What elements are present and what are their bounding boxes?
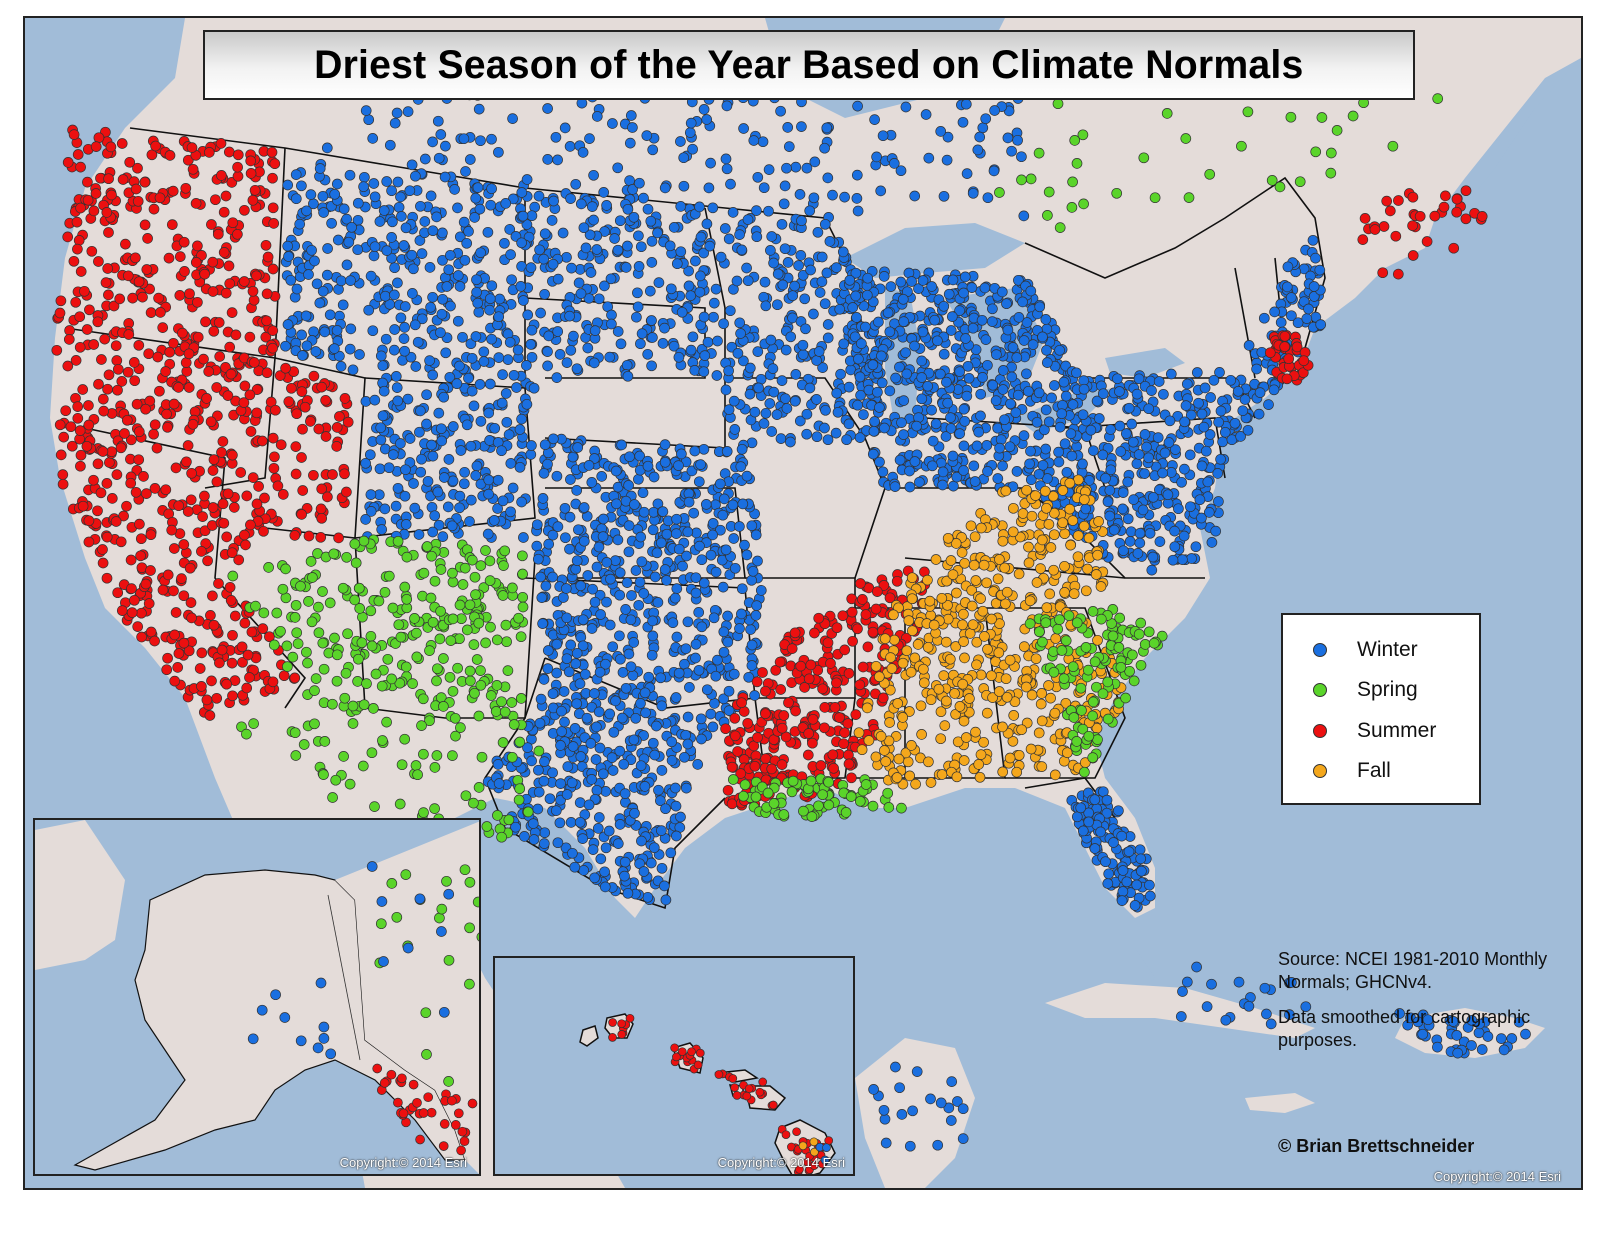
legend-item-spring: Spring bbox=[1313, 675, 1418, 705]
cuba bbox=[1045, 983, 1315, 1038]
station-dots-alaska bbox=[247, 861, 479, 1156]
alaska-inset: Copyright:© 2014 Esri bbox=[33, 818, 481, 1176]
hawaii-inset: Copyright:© 2014 Esri bbox=[493, 956, 855, 1176]
station-dots-main bbox=[51, 71, 1531, 1152]
alaska-map bbox=[35, 820, 479, 1174]
legend-item-summer: Summer bbox=[1313, 716, 1436, 746]
jamaica bbox=[1245, 1093, 1315, 1113]
author-credit: © Brian Brettschneider bbox=[1278, 1136, 1475, 1156]
spring-dot-icon bbox=[1313, 683, 1327, 697]
alaska-canada-border bbox=[327, 894, 361, 1061]
title-box: Driest Season of the Year Based on Clima… bbox=[203, 30, 1415, 100]
legend-item-fall: Fall bbox=[1313, 756, 1391, 786]
copyright-alaska: Copyright:© 2014 Esri bbox=[339, 1155, 467, 1170]
summer-dot-icon bbox=[1313, 724, 1327, 738]
legend-label: Winter bbox=[1357, 638, 1418, 661]
island-niihau bbox=[579, 1025, 599, 1047]
atlantic-ocean bbox=[925, 58, 1581, 1188]
fall-dot-icon bbox=[1313, 764, 1327, 778]
legend: Winter Spring Summer Fall bbox=[1281, 613, 1481, 805]
legend-label: Fall bbox=[1357, 759, 1391, 782]
lake-superior bbox=[845, 223, 1025, 278]
legend-label: Summer bbox=[1357, 719, 1437, 742]
map-frame: Driest Season of the Year Based on Clima… bbox=[23, 16, 1583, 1190]
legend-label: Spring bbox=[1357, 678, 1418, 701]
legend-item-winter: Winter bbox=[1313, 635, 1418, 665]
winter-dot-icon bbox=[1313, 643, 1327, 657]
source-note: Source: NCEI 1981-2010 Monthly Normals; … bbox=[1278, 948, 1578, 1064]
smoothing-note: Data smoothed for cartographic purposes. bbox=[1278, 1007, 1531, 1050]
copyright-main: Copyright:© 2014 Esri bbox=[1433, 1169, 1561, 1184]
station-dots-hawaii bbox=[608, 1013, 834, 1174]
hawaii-map bbox=[579, 1013, 836, 1174]
lake-ontario bbox=[1105, 348, 1185, 378]
source-text: Source: NCEI 1981-2010 Monthly Normals; … bbox=[1278, 949, 1548, 992]
map-title: Driest Season of the Year Based on Clima… bbox=[314, 42, 1304, 87]
copyright-hawaii: Copyright:© 2014 Esri bbox=[717, 1155, 845, 1170]
land-asia bbox=[35, 820, 125, 970]
